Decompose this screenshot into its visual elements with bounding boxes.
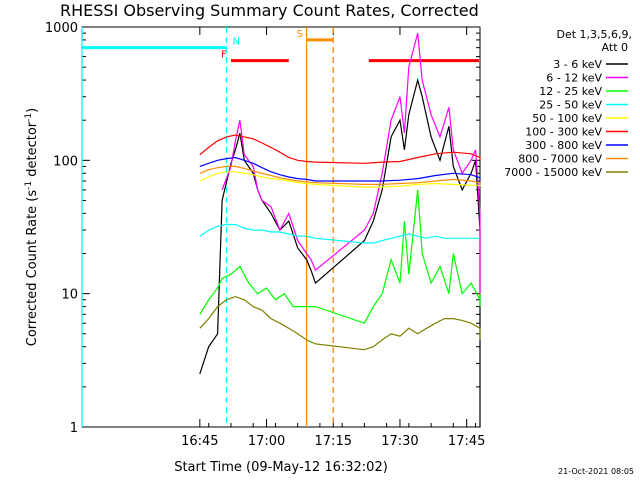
series-line-12-25-kev <box>199 189 481 324</box>
legend-label-50-100-kev: 50 - 100 keV <box>532 112 602 125</box>
marker-label-f: F <box>221 50 227 61</box>
legend-label-12-25-kev: 12 - 25 keV <box>539 85 602 98</box>
series-line-25-50-kev <box>199 223 480 244</box>
legend-label-300-800-kev: 300 - 800 keV <box>525 139 602 152</box>
legend-label-6-12-kev: 6 - 12 keV <box>546 72 602 85</box>
legend-label-25-50-kev: 25 - 50 keV <box>539 99 602 112</box>
marker-label-s: S <box>297 29 303 40</box>
x-tick-label: 17:15 <box>315 434 352 449</box>
x-tick-label: 17:45 <box>448 434 485 449</box>
y-tick-label: 1 <box>70 421 78 436</box>
y-tick-label: 10 <box>61 288 78 303</box>
series-line-100-300-kev <box>199 134 481 164</box>
legend-label-100-300-kev: 100 - 300 keV <box>525 126 602 139</box>
series-line-50-100-kev <box>199 171 481 188</box>
y-tick-label: 100 <box>53 154 78 169</box>
legend-label-3-6-kev: 3 - 6 keV <box>553 58 602 71</box>
series-line-300-800-kev <box>199 156 481 182</box>
series-line-800-7000-kev <box>199 165 481 185</box>
marker-label-n: N <box>233 37 240 48</box>
legend-header-line1: Det 1,3,5,6,9, <box>556 28 632 41</box>
chart-title: RHESSI Observing Summary Count Rates, Co… <box>60 1 479 20</box>
x-axis-label: Start Time (09-May-12 16:32:02) <box>174 460 388 475</box>
x-tick-label: 17:30 <box>381 434 418 449</box>
generation-timestamp: 21-Oct-2021 08:05 <box>558 467 634 476</box>
x-tick-label: 17:00 <box>248 434 285 449</box>
series-line-3-6-kev <box>199 77 481 427</box>
y-axis-label: Corrected Count Rate (s-1 detector-1) <box>24 108 40 346</box>
series-line-6-12-kev <box>221 32 481 294</box>
legend-header-line2: Att 0 <box>602 41 628 54</box>
series-lines <box>199 32 481 427</box>
legend-label-7000-15000-kev: 7000 - 15000 keV <box>504 166 602 179</box>
x-tick-label: 16:45 <box>181 434 218 449</box>
axis-ticks: 16:45 17:00 17:15 17:30 17:45 1 10 100 1000 <box>45 21 485 449</box>
y-tick-label: 1000 <box>45 21 78 36</box>
legend-label-800-7000-kev: 800 - 7000 keV <box>518 153 602 166</box>
observing-markers: NF S <box>81 27 479 427</box>
series-line-7000-15000-kev <box>199 295 481 351</box>
